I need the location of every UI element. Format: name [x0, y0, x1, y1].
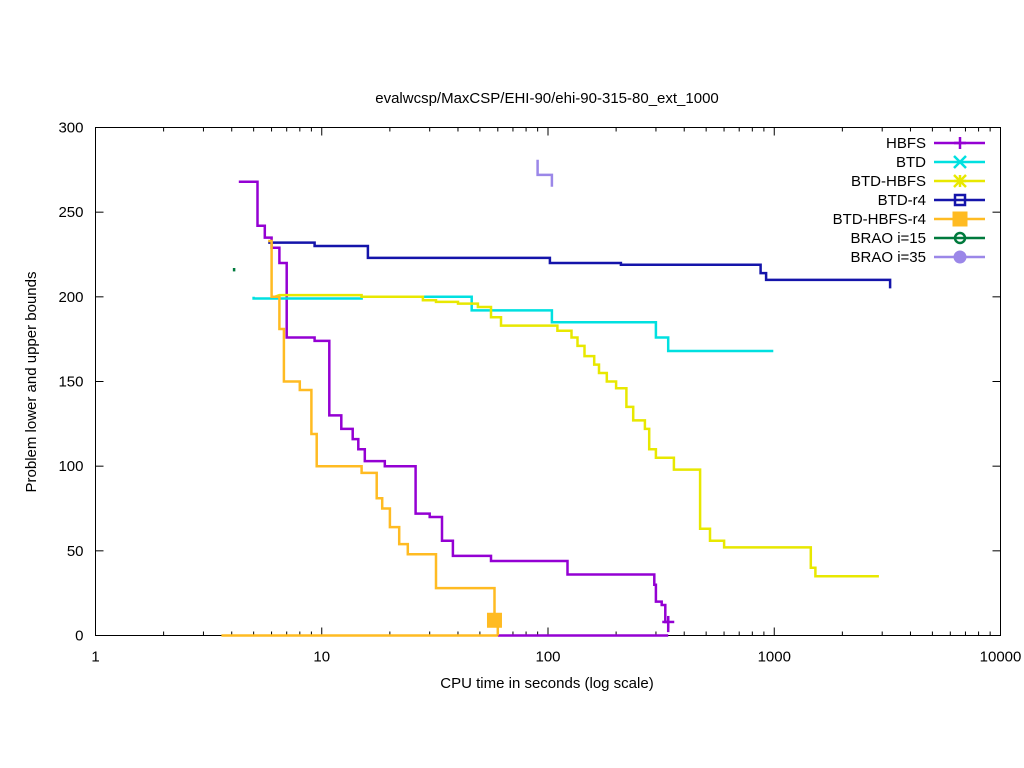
legend-entry-hbfs: HBFS [886, 135, 985, 152]
series-line-hbfs [238, 180, 670, 633]
legend-marker [953, 193, 967, 207]
series-btd-hbfs-r4 [221, 239, 502, 637]
x-axis-label: CPU time in seconds (log scale) [440, 675, 653, 692]
x-tick-label: 100 [535, 649, 560, 666]
x-tick-label: 1000 [758, 649, 791, 666]
series-line-btd-hbfs-r4 [268, 239, 500, 636]
data-point-marker-hbfs [662, 615, 675, 628]
series-line-btd [252, 295, 774, 353]
series-btd [252, 295, 774, 353]
series-line-brao-i-35 [536, 159, 554, 187]
y-axis-label: Problem lower and upper bounds [23, 272, 40, 493]
y-tick-label: 250 [58, 204, 83, 221]
x-tick-label: 10 [313, 649, 330, 666]
legend-label: BRAO i=35 [851, 249, 926, 266]
x-axis: 1 10 100 1000 10000 [91, 127, 1022, 666]
legend-label: BTD-HBFS [851, 173, 926, 190]
series-brao-i-35 [536, 159, 554, 187]
series-btd-hbfs [274, 293, 879, 578]
y-tick-label: 150 [58, 374, 83, 391]
legend-label: BTD [896, 154, 926, 171]
legend: HBFS BTD BTD-HBFS BTD-r4 BTD-HBFS-r4 BRAO i=1… [833, 135, 985, 266]
y-tick-label: 0 [75, 628, 83, 645]
y-tick-label: 300 [58, 120, 83, 137]
data-point-marker-btd-hbfs-r4 [486, 612, 502, 628]
legend-marker [954, 137, 966, 149]
series-btd-r4 [268, 241, 892, 289]
legend-entry-btd-hbfs: BTD-HBFS [851, 173, 985, 190]
legend-marker [953, 250, 967, 264]
y-tick-label: 100 [58, 458, 83, 475]
legend-entry-btd: BTD [896, 154, 985, 171]
plot-frame [95, 127, 1001, 636]
legend-entry-btd-hbfs-r4: BTD-HBFS-r4 [833, 211, 985, 228]
y-axis: 0 50 100 150 200 250 300 [58, 120, 1001, 645]
y-tick-label: 50 [67, 543, 84, 560]
legend-marker [953, 174, 967, 188]
legend-entry-btd-r4: BTD-r4 [878, 192, 985, 209]
legend-marker [953, 231, 967, 245]
plot-series [221, 159, 892, 637]
legend-marker [953, 155, 967, 169]
legend-entry-brao-i-35: BRAO i=35 [851, 249, 985, 266]
legend-label: BRAO i=15 [851, 230, 926, 247]
series-line-btd-r4 [268, 241, 892, 289]
legend-entry-brao-i-15: BRAO i=15 [851, 230, 985, 247]
y-tick-label: 200 [58, 289, 83, 306]
legend-marker [952, 211, 968, 227]
x-tick-label: 10000 [980, 649, 1022, 666]
series-line-btd-hbfs [274, 293, 879, 578]
series-hbfs [238, 180, 675, 637]
x-tick-label: 1 [91, 649, 99, 666]
legend-label: BTD-r4 [878, 192, 926, 209]
legend-label: HBFS [886, 135, 926, 152]
legend-label: BTD-HBFS-r4 [833, 211, 926, 228]
chart-title: evalwcsp/MaxCSP/EHI-90/ehi-90-315-80_ext… [375, 90, 719, 107]
